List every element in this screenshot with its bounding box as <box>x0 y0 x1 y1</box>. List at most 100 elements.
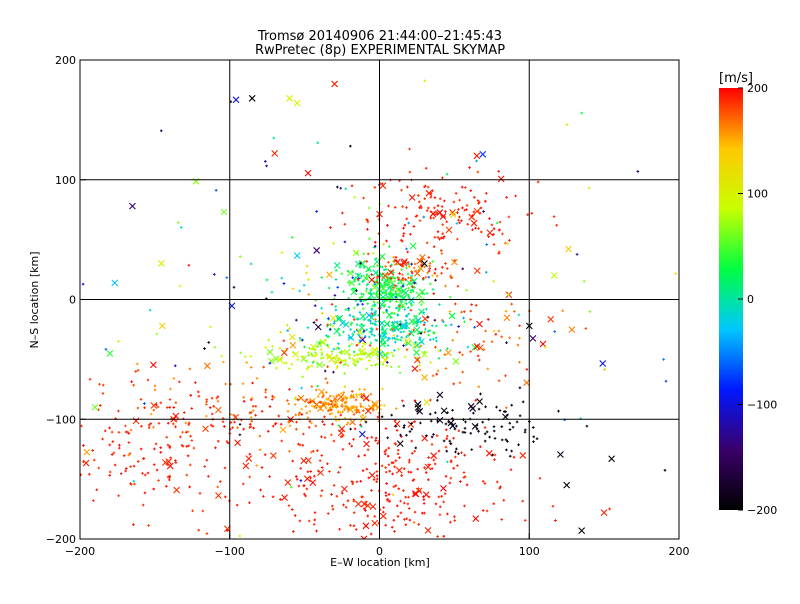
data-point <box>414 446 418 450</box>
data-point <box>410 271 414 275</box>
data-point <box>399 433 402 437</box>
data-point <box>440 252 444 255</box>
data-point <box>402 426 406 429</box>
data-point <box>293 403 297 406</box>
data-point <box>209 325 212 329</box>
data-point <box>523 430 527 434</box>
data-point <box>173 364 177 368</box>
data-point <box>307 365 311 369</box>
data-point <box>359 261 362 265</box>
data-point <box>156 405 160 409</box>
data-point <box>384 491 388 495</box>
data-point-x <box>372 269 380 277</box>
data-point <box>381 291 384 295</box>
colorbar-label: [m/s] <box>719 71 753 86</box>
data-point <box>353 405 357 409</box>
data-point <box>397 309 400 313</box>
data-point <box>434 267 437 271</box>
colorbar-tick-label: −200 <box>747 504 777 517</box>
data-point-x <box>371 400 378 407</box>
data-point <box>350 395 353 398</box>
data-point <box>307 401 310 404</box>
data-point <box>472 411 475 415</box>
data-point <box>418 368 422 372</box>
data-point <box>382 351 385 355</box>
data-point-x <box>157 260 165 267</box>
data-point <box>366 252 370 256</box>
data-point <box>372 351 376 355</box>
data-point <box>365 467 369 471</box>
data-point <box>428 267 432 270</box>
data-point <box>351 315 355 318</box>
data-point <box>318 401 322 404</box>
data-point <box>517 313 521 317</box>
data-point <box>339 435 343 439</box>
data-point-x <box>316 361 324 369</box>
data-point <box>305 487 309 491</box>
data-point <box>359 479 363 483</box>
data-point <box>369 330 373 334</box>
data-point <box>369 319 372 323</box>
data-point <box>349 408 352 412</box>
data-point <box>366 282 370 286</box>
data-point <box>205 458 209 462</box>
data-point <box>333 294 337 297</box>
data-point <box>392 518 396 522</box>
data-point <box>373 186 377 189</box>
data-point-x <box>106 349 114 357</box>
data-point <box>444 475 448 478</box>
data-point <box>319 494 323 498</box>
data-point <box>320 489 324 492</box>
data-point-x <box>396 440 404 447</box>
data-point <box>346 280 350 284</box>
data-point <box>497 329 501 333</box>
data-point <box>398 371 402 375</box>
data-point <box>326 398 330 401</box>
data-point <box>584 327 588 330</box>
data-point <box>152 425 155 429</box>
data-point <box>336 409 340 413</box>
data-point <box>492 233 495 236</box>
data-point <box>296 358 300 361</box>
data-point <box>279 422 283 426</box>
data-point <box>419 206 423 210</box>
data-point <box>382 268 386 272</box>
data-point <box>312 348 316 352</box>
data-point <box>143 491 147 495</box>
data-point <box>368 344 372 347</box>
data-point <box>375 470 379 473</box>
x-tick-label: 100 <box>519 545 540 558</box>
data-point <box>305 264 309 268</box>
data-point <box>500 438 504 442</box>
data-point <box>561 309 565 313</box>
data-point <box>387 245 391 248</box>
data-point <box>440 271 443 275</box>
data-point <box>405 325 409 328</box>
data-point <box>311 361 315 364</box>
data-point <box>316 384 319 388</box>
data-point <box>310 354 314 357</box>
data-point <box>259 488 262 492</box>
data-point <box>393 349 396 352</box>
data-point <box>497 250 501 254</box>
data-point-x <box>418 297 425 304</box>
data-point <box>495 221 499 225</box>
data-point <box>439 249 443 252</box>
data-point <box>496 480 499 484</box>
data-point <box>301 338 304 342</box>
data-point <box>435 324 438 328</box>
data-point <box>314 351 317 355</box>
data-point <box>349 396 352 400</box>
data-point-x <box>452 357 460 365</box>
data-point <box>402 467 406 471</box>
data-point <box>168 478 171 482</box>
data-point <box>552 215 556 218</box>
data-point <box>299 479 303 482</box>
data-point <box>207 341 211 344</box>
data-point <box>343 222 347 226</box>
data-point <box>531 426 535 429</box>
data-point-x <box>83 448 91 456</box>
data-point <box>473 326 476 329</box>
data-point <box>461 353 464 357</box>
